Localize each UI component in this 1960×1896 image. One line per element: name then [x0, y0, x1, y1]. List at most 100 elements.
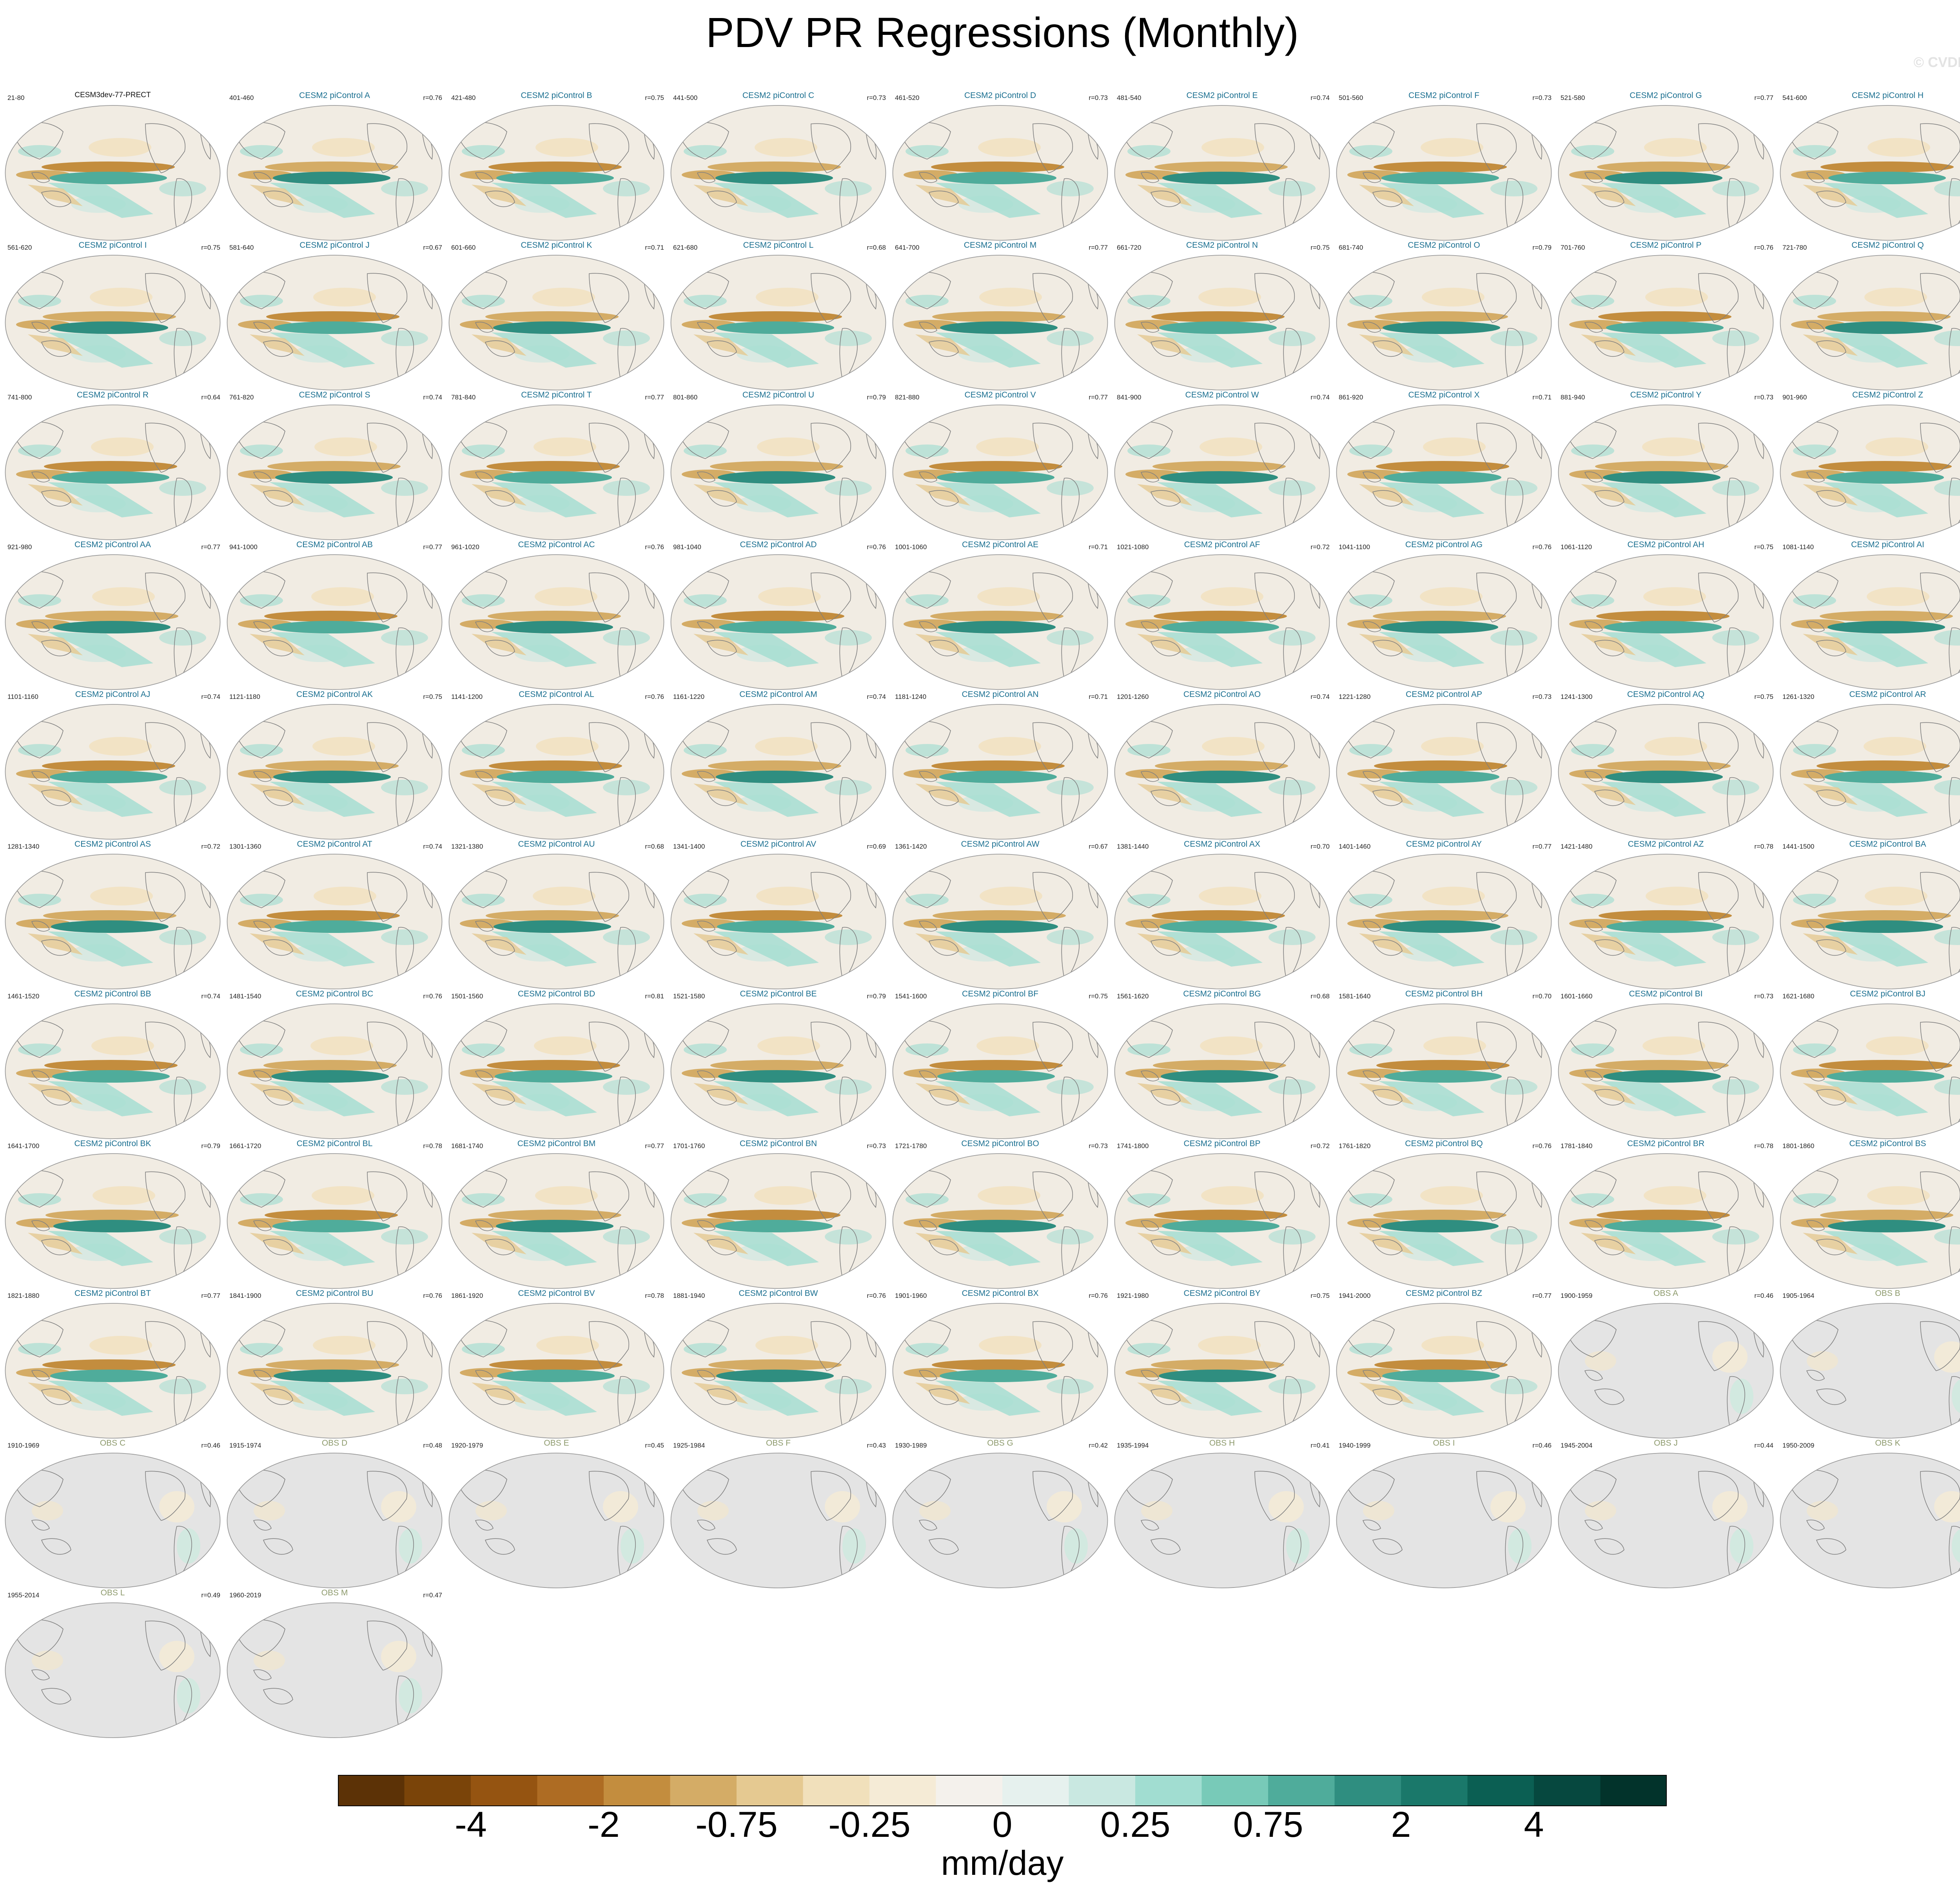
panel-title: CESM2 piControl BY [1183, 1289, 1261, 1298]
panel-years: 941-1000 [229, 543, 258, 551]
panel-title: CESM2 piControl BQ [1405, 1139, 1483, 1148]
panel-years: 1081-1140 [1782, 543, 1814, 551]
map-panel: 1021-1080 CESM2 piControl AF r=0.72 [1111, 540, 1333, 693]
panel-years: 821-880 [895, 394, 920, 401]
map-panel: 1841-1900 CESM2 piControl BU r=0.76 [224, 1289, 445, 1442]
panel-correlation: r=0.74 [201, 992, 220, 1000]
panel-years: 1910-1969 [7, 1442, 40, 1449]
panel-title: CESM2 piControl AJ [75, 690, 151, 699]
map-panel: 1955-2014 OBS L r=0.49 [2, 1588, 223, 1741]
panel-years: 1461-1520 [7, 992, 40, 1000]
regression-map [227, 554, 443, 690]
colorbar-tick-label: 2 [1391, 1805, 1411, 1845]
map-panel: 1701-1760 CESM2 piControl BN r=0.73 [668, 1139, 889, 1292]
colorbar-swatch [1069, 1775, 1136, 1806]
panel-correlation: r=0.71 [1089, 543, 1108, 551]
panel-title: CESM2 piControl G [1630, 91, 1702, 100]
panel-years: 1801-1860 [1782, 1142, 1815, 1150]
regression-map [1780, 1453, 1960, 1588]
panel-title: CESM2 piControl B [521, 91, 592, 100]
panel-title: CESM2 piControl AV [740, 840, 817, 849]
regression-map [1780, 854, 1960, 989]
map-panel: 21-80 CESM3dev-77-PRECT [2, 91, 223, 244]
panel-years: 1061-1120 [1561, 543, 1592, 551]
map-panel: 921-980 CESM2 piControl AA r=0.77 [2, 540, 223, 693]
panel-correlation: r=0.78 [1754, 843, 1773, 850]
regression-map [1558, 554, 1774, 690]
map-panel: 661-720 CESM2 piControl N r=0.75 [1111, 241, 1333, 394]
panel-title: CESM2 piControl A [299, 91, 370, 100]
map-panel: 1501-1560 CESM2 piControl BD r=0.81 [446, 989, 667, 1142]
regression-map [448, 105, 664, 241]
map-panel: 1241-1300 CESM2 piControl AQ r=0.75 [1555, 690, 1777, 843]
colorbar-tick-label: 0.25 [1100, 1805, 1171, 1845]
panel-years: 1101-1160 [7, 693, 38, 700]
map-panel: 1821-1880 CESM2 piControl BT r=0.77 [2, 1289, 223, 1442]
panel-years: 461-520 [895, 94, 920, 102]
panel-title: CESM2 piControl BR [1627, 1139, 1705, 1148]
regression-map [227, 1153, 443, 1289]
panel-years: 1561-1620 [1117, 992, 1149, 1000]
panel-years: 1581-1640 [1339, 992, 1371, 1000]
panel-years: 621-680 [673, 244, 698, 251]
regression-map [227, 105, 443, 241]
panel-years: 1441-1500 [1782, 843, 1815, 850]
panel-correlation: r=0.74 [1310, 394, 1330, 401]
panel-years: 441-500 [673, 94, 698, 102]
panel-correlation: r=0.77 [1532, 1292, 1552, 1299]
panel-title: CESM2 piControl AW [961, 840, 1040, 849]
colorbar-swatch [604, 1775, 670, 1806]
panel-correlation: r=0.76 [867, 543, 886, 551]
regression-map [5, 105, 221, 241]
panel-correlation: r=0.76 [423, 992, 442, 1000]
colorbar-swatch [936, 1775, 1003, 1806]
panel-title: CESM2 piControl BO [961, 1139, 1039, 1148]
colorbar-swatch [869, 1775, 936, 1806]
panel-correlation: r=0.46 [1532, 1442, 1552, 1449]
panel-years: 641-700 [895, 244, 920, 251]
map-panel: 461-520 CESM2 piControl D r=0.73 [889, 91, 1111, 244]
panel-correlation: r=0.77 [201, 1292, 220, 1299]
colorbar-swatch [670, 1775, 737, 1806]
panel-correlation: r=0.43 [867, 1442, 886, 1449]
panel-title: CESM2 piControl AF [1184, 540, 1260, 549]
regression-map [1114, 405, 1330, 540]
map-panel: 1001-1060 CESM2 piControl AE r=0.71 [889, 540, 1111, 693]
map-panel: 1921-1980 CESM2 piControl BY r=0.75 [1111, 1289, 1333, 1442]
panel-years: 1161-1220 [673, 693, 705, 700]
panel-correlation: r=0.73 [867, 1142, 886, 1150]
map-panel: 1761-1820 CESM2 piControl BQ r=0.76 [1333, 1139, 1555, 1292]
panel-years: 721-780 [1782, 244, 1807, 251]
map-panel: 1281-1340 CESM2 piControl AS r=0.72 [2, 840, 223, 992]
panel-correlation: r=0.77 [645, 394, 664, 401]
colorbar-units: mm/day [941, 1843, 1064, 1882]
panel-years: 1521-1580 [673, 992, 705, 1000]
panel-correlation: r=0.75 [201, 244, 220, 251]
panel-years: 1601-1660 [1561, 992, 1593, 1000]
panel-title: CESM2 piControl Z [1852, 390, 1923, 399]
regression-map [227, 1003, 443, 1139]
regression-map [1558, 1453, 1774, 1588]
map-panel: 1721-1780 CESM2 piControl BO r=0.73 [889, 1139, 1111, 1292]
panel-title: CESM2 piControl BU [296, 1289, 374, 1298]
panel-correlation: r=0.73 [1532, 693, 1552, 700]
map-panel: 861-920 CESM2 piControl X r=0.71 [1333, 390, 1555, 543]
panel-years: 1881-1940 [673, 1292, 705, 1299]
map-panel: 981-1040 CESM2 piControl AD r=0.76 [668, 540, 889, 693]
panel-correlation: r=0.71 [1089, 693, 1108, 700]
regression-map [448, 1153, 664, 1289]
panel-correlation: r=0.41 [1310, 1442, 1330, 1449]
regression-map [448, 1003, 664, 1139]
map-panel: 1681-1740 CESM2 piControl BM r=0.77 [446, 1139, 667, 1292]
panel-correlation: r=0.78 [645, 1292, 664, 1299]
panel-correlation: r=0.72 [1310, 1142, 1330, 1150]
panel-correlation: r=0.74 [1310, 94, 1330, 102]
panel-title: CESM2 piControl AQ [1627, 690, 1705, 699]
regression-map [670, 1303, 886, 1439]
panel-correlation: r=0.72 [1310, 543, 1330, 551]
panel-title: OBS K [1875, 1439, 1900, 1448]
panel-years: 1960-2019 [229, 1591, 261, 1599]
panel-correlation: r=0.73 [1754, 992, 1773, 1000]
map-panel: 1915-1974 OBS D r=0.48 [224, 1439, 445, 1591]
